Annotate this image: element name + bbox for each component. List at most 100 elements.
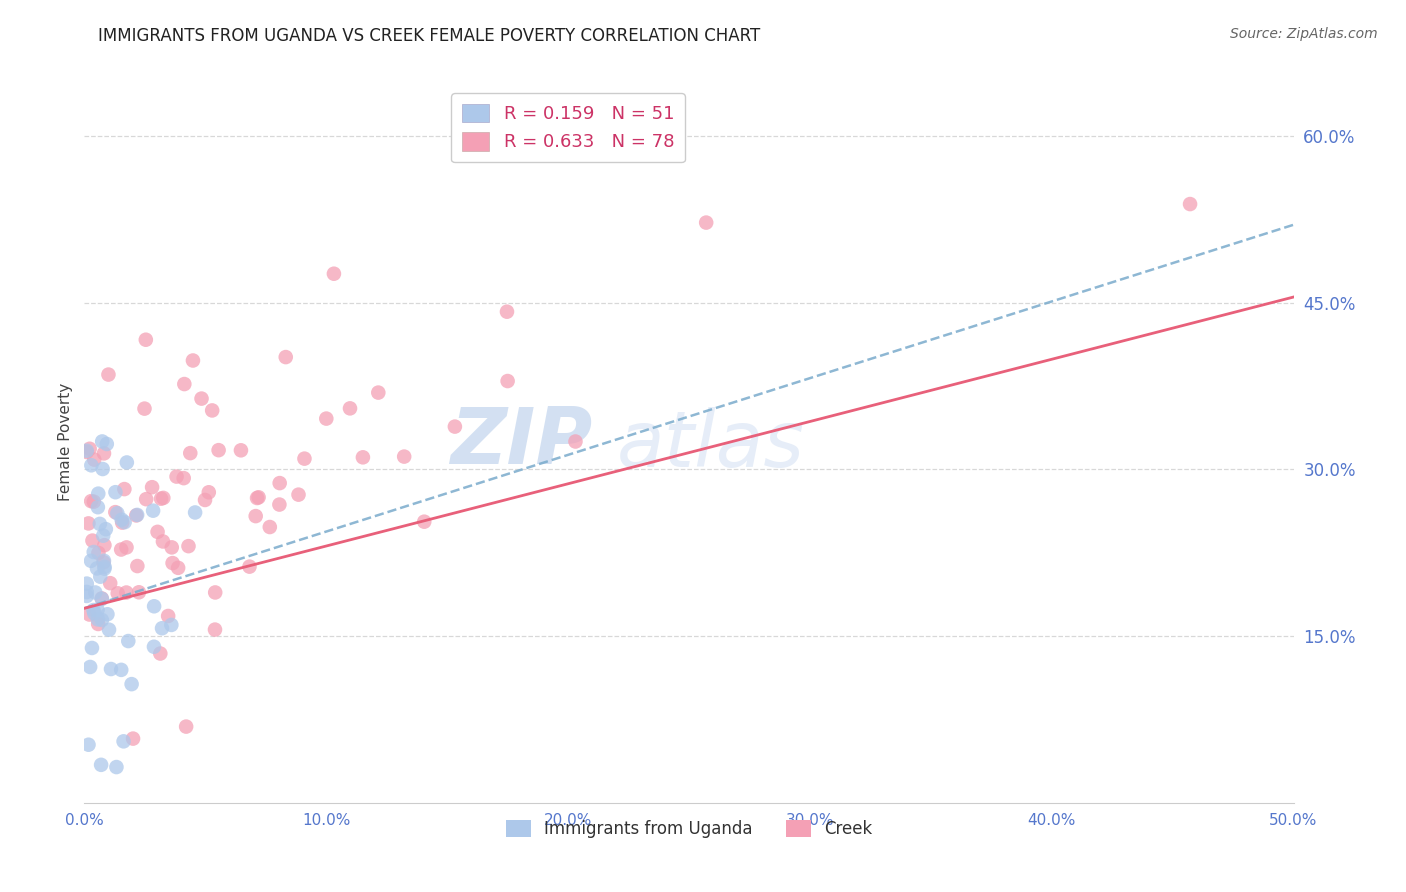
Point bbox=[246, 491, 269, 505]
Point bbox=[87, 500, 110, 515]
Point bbox=[76, 443, 98, 458]
Point bbox=[392, 450, 415, 464]
Point bbox=[83, 545, 105, 559]
Point bbox=[269, 476, 291, 491]
Point bbox=[444, 419, 467, 434]
Point bbox=[166, 469, 188, 483]
Point bbox=[76, 576, 98, 591]
Point bbox=[83, 452, 105, 467]
Point bbox=[86, 603, 108, 617]
Point bbox=[111, 513, 134, 527]
Point bbox=[93, 559, 115, 574]
Point bbox=[127, 559, 149, 574]
Point bbox=[413, 515, 436, 529]
Point bbox=[142, 504, 165, 518]
Point bbox=[112, 734, 135, 748]
Point bbox=[93, 555, 115, 569]
Point bbox=[496, 374, 519, 388]
Point bbox=[76, 589, 98, 603]
Point bbox=[93, 538, 115, 552]
Point bbox=[125, 508, 148, 523]
Point bbox=[160, 541, 183, 555]
Point bbox=[150, 621, 173, 635]
Point bbox=[79, 442, 101, 456]
Point bbox=[229, 443, 252, 458]
Point bbox=[96, 607, 118, 622]
Point bbox=[83, 607, 105, 621]
Point bbox=[87, 546, 110, 560]
Point bbox=[149, 647, 172, 661]
Point bbox=[110, 663, 132, 677]
Point bbox=[82, 603, 104, 617]
Point bbox=[89, 570, 111, 584]
Point bbox=[238, 559, 260, 574]
Point bbox=[274, 350, 297, 364]
Point bbox=[152, 534, 174, 549]
Point bbox=[79, 607, 101, 622]
Point bbox=[114, 515, 136, 529]
Point bbox=[97, 368, 120, 382]
Point bbox=[157, 609, 180, 624]
Point bbox=[141, 480, 163, 494]
Point bbox=[104, 505, 127, 519]
Point bbox=[247, 491, 270, 505]
Point bbox=[207, 443, 229, 458]
Point bbox=[269, 498, 291, 512]
Point bbox=[93, 554, 115, 568]
Point bbox=[90, 757, 112, 772]
Point bbox=[174, 720, 197, 734]
Point bbox=[80, 458, 103, 473]
Point bbox=[160, 618, 183, 632]
Point bbox=[135, 492, 157, 507]
Point bbox=[87, 486, 110, 500]
Point bbox=[177, 539, 200, 553]
Point bbox=[197, 485, 219, 500]
Point bbox=[150, 491, 173, 506]
Point bbox=[77, 738, 100, 752]
Point bbox=[87, 612, 110, 626]
Point bbox=[111, 516, 134, 530]
Point bbox=[76, 585, 98, 599]
Point bbox=[115, 455, 138, 469]
Point bbox=[98, 623, 121, 637]
Point bbox=[162, 556, 184, 570]
Point bbox=[117, 634, 139, 648]
Point bbox=[90, 591, 112, 606]
Y-axis label: Female Poverty: Female Poverty bbox=[58, 383, 73, 500]
Legend: Immigrants from Uganda, Creek: Immigrants from Uganda, Creek bbox=[499, 814, 879, 845]
Point bbox=[143, 599, 166, 614]
Point bbox=[91, 462, 114, 476]
Point bbox=[152, 491, 174, 505]
Point bbox=[322, 267, 344, 281]
Point bbox=[83, 494, 105, 508]
Text: IMMIGRANTS FROM UGANDA VS CREEK FEMALE POVERTY CORRELATION CHART: IMMIGRANTS FROM UGANDA VS CREEK FEMALE P… bbox=[98, 27, 761, 45]
Point bbox=[82, 533, 104, 548]
Point bbox=[352, 450, 374, 465]
Point bbox=[190, 392, 212, 406]
Point bbox=[245, 509, 267, 524]
Point bbox=[339, 401, 361, 416]
Point bbox=[80, 494, 103, 508]
Point bbox=[128, 585, 150, 599]
Point bbox=[259, 520, 281, 534]
Point bbox=[204, 585, 226, 599]
Point bbox=[100, 662, 122, 676]
Point bbox=[194, 493, 217, 508]
Point bbox=[115, 541, 138, 555]
Point bbox=[90, 591, 112, 606]
Point bbox=[204, 623, 226, 637]
Point bbox=[76, 445, 98, 459]
Point bbox=[135, 333, 157, 347]
Point bbox=[77, 516, 100, 531]
Point bbox=[86, 561, 108, 575]
Point bbox=[134, 401, 156, 416]
Point bbox=[143, 640, 166, 654]
Point bbox=[91, 434, 114, 449]
Point bbox=[93, 561, 115, 575]
Point bbox=[122, 731, 145, 746]
Point bbox=[167, 561, 190, 575]
Point bbox=[287, 488, 309, 502]
Point bbox=[79, 660, 101, 674]
Point bbox=[173, 471, 195, 485]
Point bbox=[90, 613, 112, 627]
